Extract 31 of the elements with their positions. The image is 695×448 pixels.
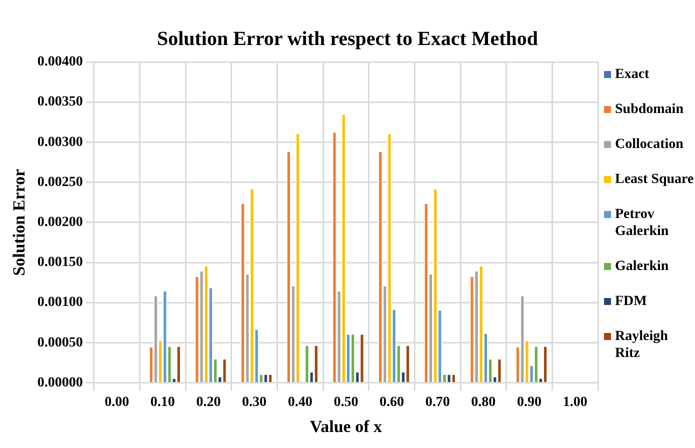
y-tick-label: 0.00000	[37, 375, 83, 390]
x-tick-label: 0.60	[380, 394, 404, 410]
x-tick-label: 0.50	[334, 394, 358, 410]
y-tick-label: 0.00300	[37, 134, 83, 150]
y-tick-label: 0.00400	[37, 54, 83, 70]
legend-label: Exact	[615, 66, 650, 83]
legend-label: FDM	[615, 293, 647, 310]
y-tick-label: 0.00150	[37, 255, 83, 270]
x-tick-label: 1.00	[562, 394, 588, 410]
y-tick-label: 0.00250	[37, 174, 83, 190]
legend-label: Rayleigh Ritz	[615, 328, 669, 362]
x-tick-label: 0.00	[104, 394, 130, 410]
x-tick-label: 0.40	[288, 394, 312, 410]
chart-title: Solution Error with respect to Exact Method	[156, 28, 540, 51]
x-tick-label: 0.70	[425, 394, 450, 410]
y-tick-label: 0.00200	[37, 215, 83, 230]
y-axis-title: Solution Error	[10, 168, 29, 276]
legend-label: Least Square	[615, 171, 694, 188]
legend-label: Subdomain	[615, 101, 684, 118]
y-tick-label: 0.00050	[37, 335, 83, 350]
legend-label: Galerkin	[615, 258, 669, 275]
x-tick-label: 0.90	[517, 394, 542, 410]
x-axis-title: Value of x	[310, 417, 382, 436]
x-tick-label: 0.30	[242, 394, 267, 410]
x-tick-label: 0.10	[150, 394, 175, 410]
x-tick-label: 0.80	[471, 394, 496, 410]
y-tick-label: 0.00100	[37, 295, 83, 310]
y-tick-label: 0.00350	[37, 94, 83, 110]
x-tick-label: 0.20	[196, 394, 221, 410]
legend-label: Petrov Galerkin	[615, 206, 670, 240]
legend-label: Collocation	[615, 136, 684, 153]
